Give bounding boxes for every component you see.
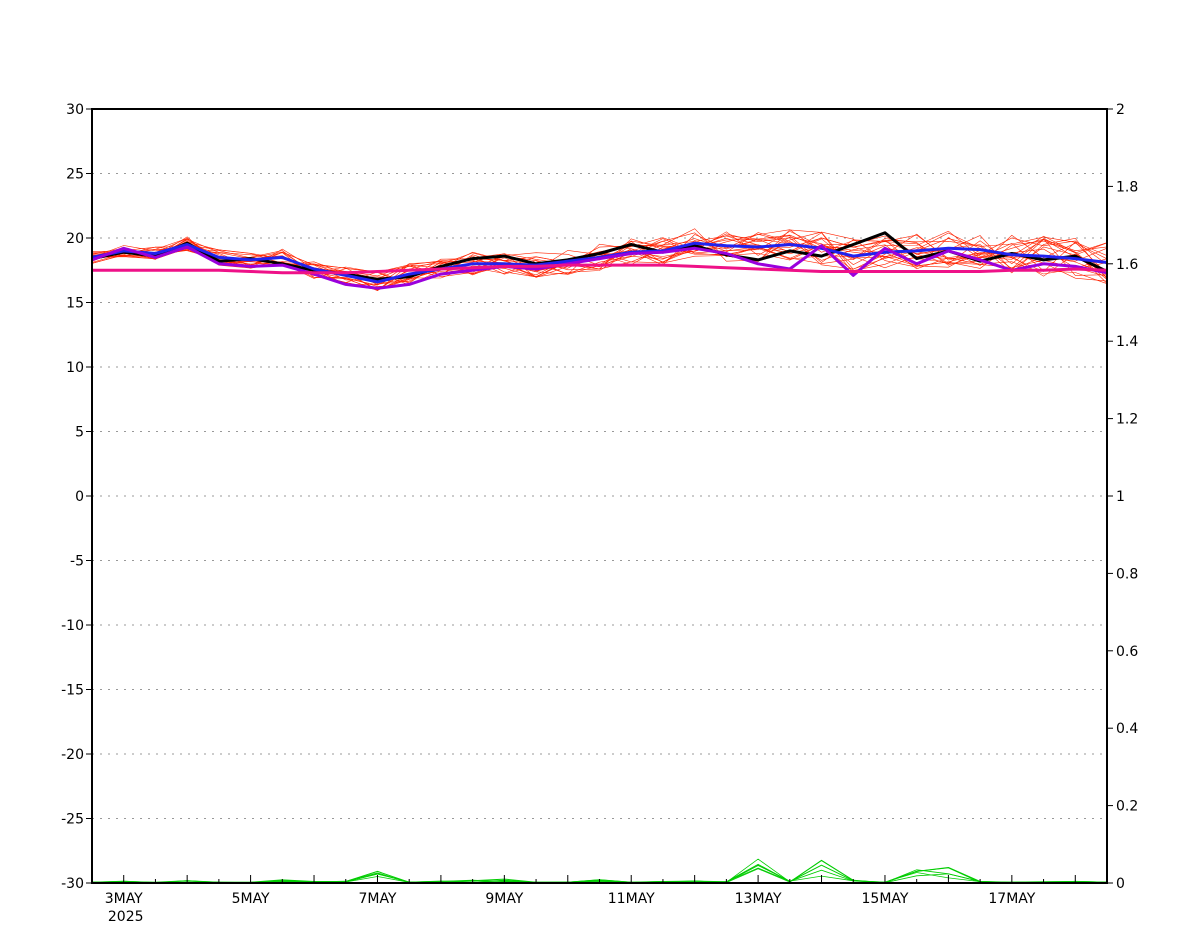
y2-tick-label: 0.2 xyxy=(1116,799,1138,815)
y2-tick-label: 1.4 xyxy=(1116,334,1138,350)
y2-tick-label: 0.8 xyxy=(1116,566,1138,582)
series-line-2 xyxy=(91,244,1108,290)
y2-tick-label: 1.2 xyxy=(1116,412,1138,428)
y-tick-label: -20 xyxy=(61,747,84,763)
ensemble-lines xyxy=(91,228,1108,884)
axis-ticks xyxy=(86,108,1113,884)
x-tick-label: 11MAY xyxy=(608,891,655,907)
series-line-3 xyxy=(92,263,1108,275)
y2-tick-label: 1.8 xyxy=(1116,179,1138,195)
y2-tick-label: 0 xyxy=(1116,876,1125,892)
x-tick-label: 17MAY xyxy=(988,891,1035,907)
y-tick-label: 10 xyxy=(66,360,84,376)
y-axis-right-labels: 2 1.8 1.6 1.4 1.2 1 0.8 0.6 0.4 0.2 0 xyxy=(1116,102,1138,892)
y-tick-label: 30 xyxy=(66,102,84,118)
y-tick-label: -5 xyxy=(70,554,84,570)
y2-tick-label: 1.6 xyxy=(1116,257,1138,273)
y2-tick-label: 0.4 xyxy=(1116,721,1138,737)
x-tick-label: 3MAY xyxy=(105,891,143,907)
x-axis-labels: 3MAY 5MAY 7MAY 9MAY 11MAY 13MAY 15MAY 17MAY xyxy=(105,891,1036,907)
y-axis-left-labels: 30 25 20 15 10 5 0 -5 -10 -15 -20 -25 -30 xyxy=(61,102,84,892)
y-tick-label: -30 xyxy=(61,876,84,892)
y-tick-label: 0 xyxy=(75,489,84,505)
y2-tick-label: 2 xyxy=(1116,102,1125,118)
y-tick-label: 25 xyxy=(66,167,84,183)
series-line-1 xyxy=(91,241,1108,284)
x-axis-year-label: 2025 xyxy=(108,909,144,925)
x-tick-label: 5MAY xyxy=(232,891,270,907)
x-tick-label: 7MAY xyxy=(358,891,396,907)
series-lines xyxy=(91,231,1108,883)
x-tick-label: 9MAY xyxy=(485,891,523,907)
y-tick-label: 15 xyxy=(66,296,84,312)
grid-lines xyxy=(92,173,1107,819)
y2-tick-label: 1 xyxy=(1116,489,1125,505)
x-tick-label: 13MAY xyxy=(735,891,782,907)
y-tick-label: -15 xyxy=(61,683,84,699)
y-tick-label: 20 xyxy=(66,231,84,247)
x-tick-label: 15MAY xyxy=(862,891,909,907)
y-tick-label: 5 xyxy=(75,425,84,441)
y2-tick-label: 0.6 xyxy=(1116,644,1138,660)
y-tick-label: -25 xyxy=(61,812,84,828)
y-tick-label: -10 xyxy=(61,618,84,634)
